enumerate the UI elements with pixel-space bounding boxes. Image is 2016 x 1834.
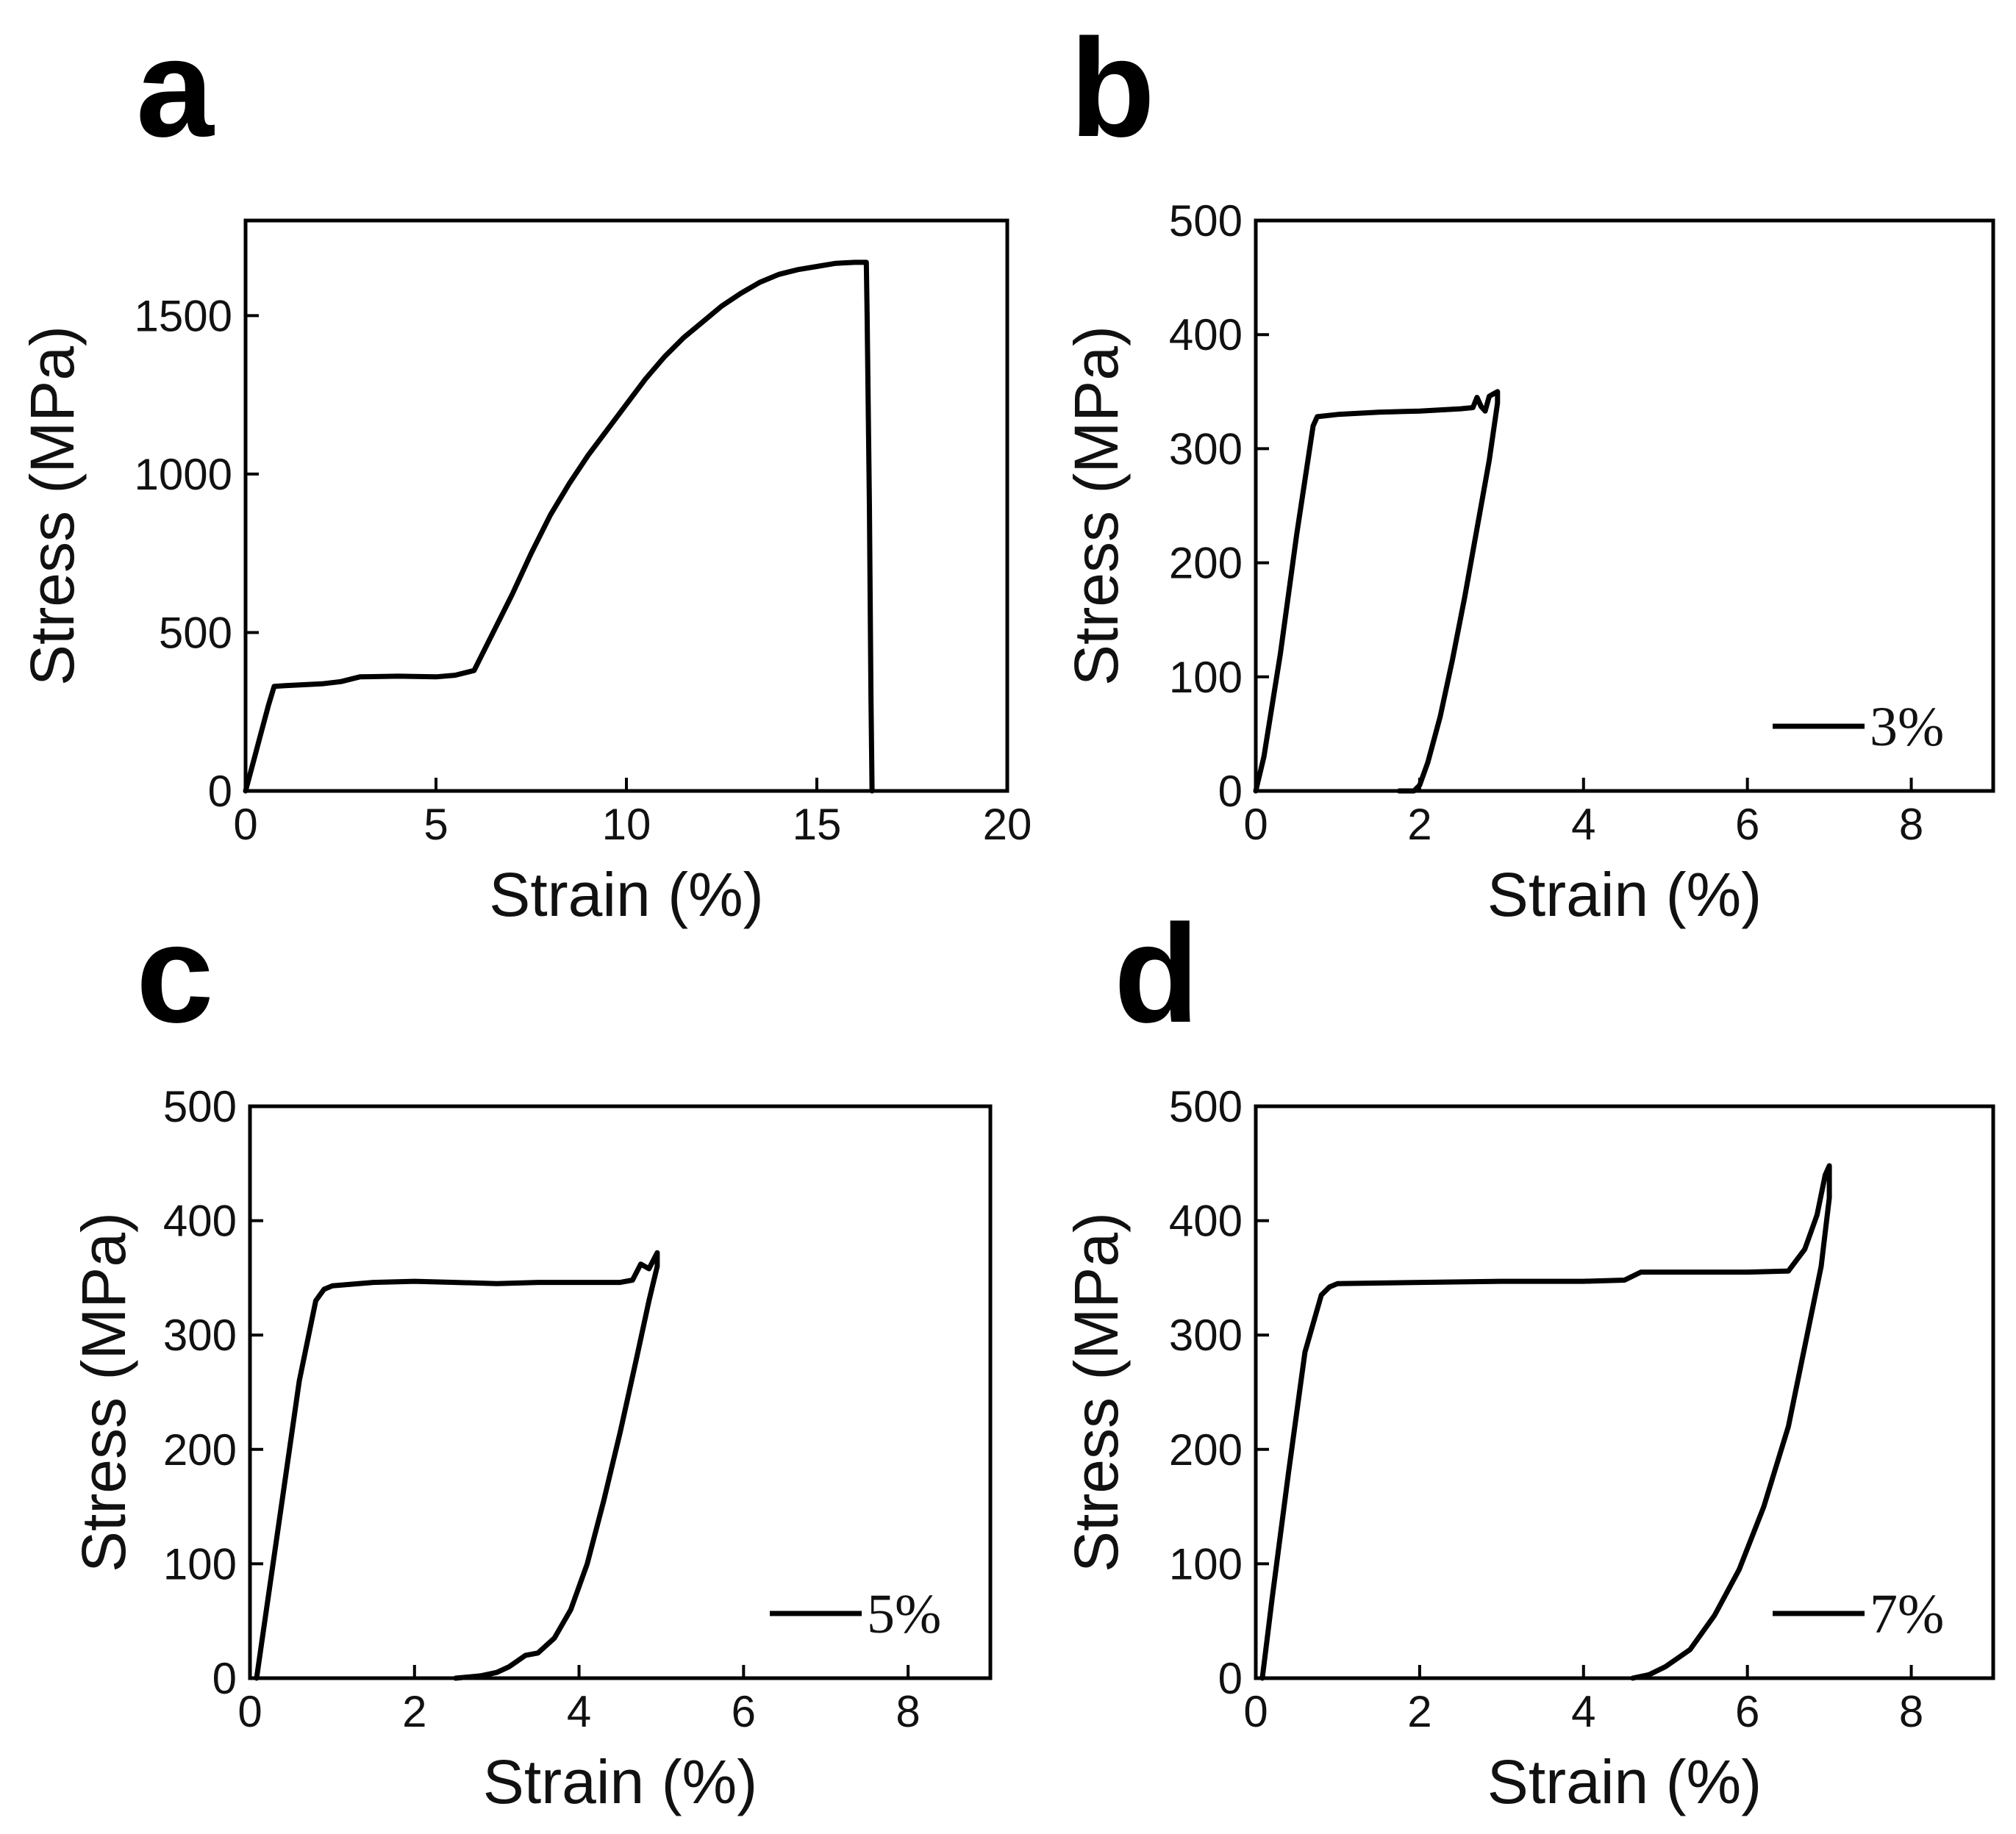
y-axis-label: Stress (MPa) — [69, 1212, 138, 1572]
panel-letter-d: d — [1114, 896, 1199, 1052]
y-tick-label: 200 — [1169, 539, 1243, 588]
x-tick-label: 6 — [732, 1687, 756, 1736]
y-tick-label: 300 — [1169, 424, 1243, 473]
x-tick-label: 4 — [567, 1687, 591, 1736]
y-tick-label: 500 — [163, 1082, 237, 1131]
y-tick-label: 0 — [212, 1654, 237, 1703]
y-tick-label: 200 — [163, 1425, 237, 1475]
x-axis-label: Strain (%) — [1487, 1747, 1762, 1816]
plot-frame — [1254, 218, 1995, 793]
y-tick-label: 400 — [163, 1197, 237, 1246]
panel-a: a 0 5 10 15 20 0 500 1000 1500 Strain (%) Stress (M… — [18, 10, 1032, 929]
x-tick-label: 6 — [1735, 1687, 1759, 1736]
y-tick-label: 100 — [1169, 653, 1243, 702]
panel-letter-b: b — [1070, 10, 1155, 166]
y-tick-label: 0 — [1218, 1654, 1243, 1703]
x-tick-label: 8 — [1899, 800, 1923, 849]
y-tick-label: 0 — [1218, 767, 1243, 816]
series-line-7pct — [1259, 1163, 1832, 1681]
x-axis-label: Strain (%) — [483, 1747, 757, 1816]
y-tick-label: 300 — [1169, 1311, 1243, 1360]
x-tick-label: 4 — [1571, 800, 1595, 849]
x-tick-label: 2 — [1407, 1687, 1431, 1736]
y-tick-label: 1000 — [135, 450, 232, 499]
y-axis-label: Stress (MPa) — [1062, 326, 1131, 686]
legend-label: 7% — [1870, 1583, 1944, 1645]
x-tick-label: 10 — [602, 800, 651, 849]
plot-frame — [1254, 1104, 1995, 1680]
x-axis-label: Strain (%) — [489, 860, 763, 929]
x-tick-label: 2 — [1407, 800, 1431, 849]
x-tick-label: 0 — [1243, 1687, 1268, 1736]
panel-letter-c: c — [136, 896, 214, 1052]
x-tick-label: 5 — [423, 800, 448, 849]
y-tick-label: 500 — [159, 608, 232, 657]
series-line-5pct — [254, 1250, 660, 1681]
y-tick-label: 500 — [1169, 1082, 1243, 1131]
y-tick-label: 100 — [1169, 1539, 1243, 1588]
panel-letter-a: a — [136, 10, 215, 166]
legend-label: 5% — [867, 1583, 941, 1645]
x-tick-label: 0 — [233, 800, 257, 849]
y-axis-label: Stress (MPa) — [18, 326, 87, 686]
x-tick-label: 2 — [402, 1687, 426, 1736]
x-tick-label: 8 — [896, 1687, 920, 1736]
y-tick-label: 400 — [1169, 1197, 1243, 1246]
legend-label: 3% — [1870, 696, 1944, 758]
series-line-tensile — [243, 259, 875, 794]
y-tick-label: 100 — [163, 1539, 237, 1588]
x-axis-label: Strain (%) — [1487, 860, 1762, 929]
x-tick-label: 8 — [1899, 1687, 1923, 1736]
y-tick-label: 300 — [163, 1311, 237, 1360]
y-tick-label: 400 — [1169, 310, 1243, 359]
x-tick-label: 20 — [983, 800, 1032, 849]
plot-frame — [248, 1104, 993, 1680]
x-tick-label: 0 — [237, 1687, 262, 1736]
series-line-3pct — [1253, 389, 1501, 794]
y-tick-label: 1500 — [135, 291, 232, 340]
y-tick-label: 500 — [1169, 196, 1243, 246]
x-tick-label: 6 — [1735, 800, 1759, 849]
y-tick-label: 0 — [208, 767, 232, 816]
panel-d: d 0 2 4 6 8 0 100 200 300 400 500 Strain (%) Stress (… — [1062, 896, 1995, 1816]
x-tick-label: 4 — [1571, 1687, 1595, 1736]
plot-frame — [243, 218, 1009, 793]
panel-b: b 0 2 4 6 8 0 100 200 300 400 500 Strain (%) Stress (… — [1062, 10, 1995, 929]
x-tick-label: 15 — [793, 800, 842, 849]
y-axis-label: Stress (MPa) — [1062, 1212, 1131, 1572]
y-tick-label: 200 — [1169, 1425, 1243, 1475]
x-tick-label: 0 — [1243, 800, 1268, 849]
panel-c: c 0 2 4 6 8 0 100 200 300 400 500 Strain (%) Stress (… — [69, 896, 993, 1816]
